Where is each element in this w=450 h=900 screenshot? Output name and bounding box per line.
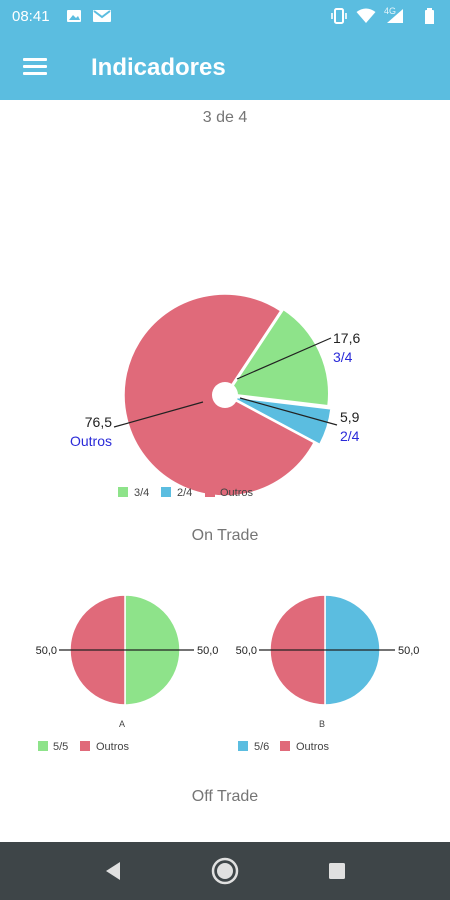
indicators-content[interactable]: 3 de 4 17,6 3/4 5,9 2/4 76,5 Outros 3/4 … — [0, 100, 450, 842]
legend-swatch-5-6 — [238, 741, 248, 751]
section-title-off-trade: Off Trade — [191, 788, 259, 805]
leader-line-outros — [113, 401, 204, 428]
navigation-bar — [0, 842, 450, 900]
donut-hole — [212, 382, 238, 408]
value-label-3-4: 17,6 — [333, 330, 360, 346]
gmail-icon — [93, 10, 111, 22]
status-time: 08:41 — [12, 8, 50, 25]
battery-icon — [425, 8, 434, 24]
signal-icon — [387, 9, 403, 23]
pie-chart-b[interactable]: 50,0 50,0 B 5/6 Outros — [225, 588, 450, 758]
value-label-outros: 50,0 — [236, 645, 257, 657]
image-icon — [67, 10, 81, 22]
legend-swatch-2-4 — [161, 487, 171, 497]
pie-group — [123, 293, 332, 497]
legend-label-5-6: 5/6 — [254, 741, 269, 753]
pie-chart-a[interactable]: 50,0 50,0 A 5/5 Outros — [0, 588, 225, 758]
vibrate-icon — [331, 8, 347, 24]
wifi-icon — [356, 8, 376, 23]
status-bar: 08:41 4G — [0, 0, 450, 34]
chart-caption-b: B — [319, 719, 325, 729]
menu-icon[interactable] — [18, 52, 52, 82]
home-icon[interactable] — [210, 856, 240, 886]
legend-label-3-4: 3/4 — [134, 487, 149, 499]
page-title: Indicadores — [91, 54, 226, 81]
legend-label-outros: Outros — [220, 487, 254, 499]
slice-label-2-4: 2/4 — [340, 428, 360, 444]
legend-swatch-outros — [205, 487, 215, 497]
section-title-on-trade: On Trade — [191, 527, 259, 544]
leader-line-2-4 — [239, 397, 338, 426]
app-bar: Indicadores — [0, 34, 450, 100]
legend-swatch-outros — [280, 741, 290, 751]
slice-label-outros: Outros — [70, 433, 112, 449]
value-label-5-6: 50,0 — [398, 645, 419, 657]
legend-swatch-outros — [80, 741, 90, 751]
legend-label-outros: Outros — [296, 741, 330, 753]
back-icon[interactable] — [98, 856, 128, 886]
pie-slice-3-4[interactable] — [226, 308, 330, 407]
value-label-outros: 50,0 — [36, 645, 57, 657]
legend-label-5-5: 5/5 — [53, 741, 68, 753]
leader-line-3-4 — [236, 337, 332, 380]
network-type-label: 4G — [384, 6, 397, 16]
legend-label-2-4: 2/4 — [177, 487, 192, 499]
value-label-outros: 76,5 — [85, 414, 112, 430]
value-label-2-4: 5,9 — [340, 409, 360, 425]
slice-label-3-4: 3/4 — [333, 349, 353, 365]
recents-icon[interactable] — [322, 856, 352, 886]
legend-label-outros: Outros — [96, 741, 130, 753]
value-label-5-5: 50,0 — [197, 645, 218, 657]
pie-slice-2-4[interactable] — [230, 396, 332, 446]
legend-swatch-3-4 — [118, 487, 128, 497]
legend-swatch-5-5 — [38, 741, 48, 751]
main-pie-chart[interactable]: 17,6 3/4 5,9 2/4 76,5 Outros 3/4 2/4 Out… — [0, 130, 450, 550]
chart-caption-a: A — [119, 719, 125, 729]
section-title-3-de-4: 3 de 4 — [202, 109, 248, 126]
